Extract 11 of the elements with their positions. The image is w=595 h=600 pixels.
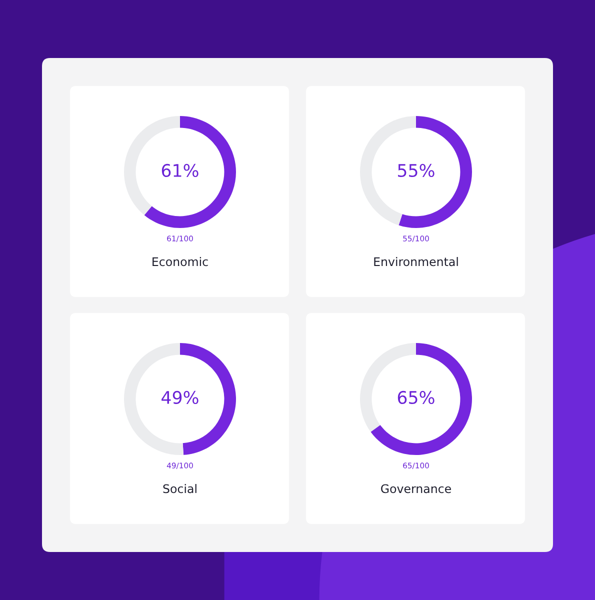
text: Governance: [381, 484, 451, 494]
text: Environmental: [374, 257, 458, 266]
donut-slice: [144, 116, 236, 228]
text: 65%: [398, 390, 434, 404]
text: 61%: [162, 164, 198, 178]
donut-slice: [398, 116, 472, 228]
text: Social: [163, 484, 196, 494]
text: 55%: [398, 164, 434, 178]
donut-slice: [370, 343, 472, 455]
text: Economic: [152, 257, 208, 266]
text: 49%: [162, 390, 198, 404]
